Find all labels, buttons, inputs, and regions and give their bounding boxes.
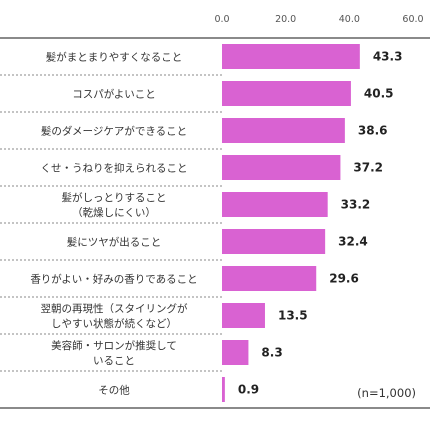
value-label: 13.5	[278, 309, 308, 323]
x-tick-label: 40.0	[339, 14, 360, 25]
x-tick-label: 60.0	[402, 14, 423, 25]
bar	[222, 266, 317, 291]
category-label-line: コスパがよいこと	[72, 88, 155, 101]
category-label-line: 髪がまとまりやすくなること	[46, 51, 183, 64]
category-label-line: 香りがよい・好みの香りであること	[30, 273, 197, 286]
bar	[222, 192, 328, 217]
category-label: 髪がまとまりやすくなること	[46, 51, 183, 64]
bar	[222, 340, 249, 365]
bar	[222, 155, 341, 180]
bar	[222, 81, 351, 106]
chart-rows: 髪がまとまりやすくなること 43.3 コスパがよいこと 40.5 髪のダメージケアができ…	[0, 44, 402, 402]
value-label: 29.6	[329, 272, 359, 286]
category-label: 美容師・サロンが推奨していること	[51, 339, 177, 367]
category-label-line: くせ・うねりを抑えられること	[41, 162, 188, 175]
category-label-line: 髪のダメージケアができること	[41, 125, 187, 138]
category-label: 髪がしっとりすること （乾燥しにくい）	[62, 191, 167, 219]
bar	[222, 303, 265, 328]
category-label-line: 美容師・サロンが推奨して	[51, 339, 177, 352]
bar	[222, 44, 360, 69]
category-label: その他	[98, 384, 130, 397]
value-label: 8.3	[261, 346, 282, 360]
category-label-line: 翌朝の再現性（スタイリングが	[41, 302, 188, 315]
sample-size-note: (n=1,000)	[357, 386, 416, 400]
value-label: 38.6	[358, 124, 388, 138]
category-label-line: 髪がしっとりすること	[62, 191, 167, 204]
value-label: 32.4	[338, 235, 368, 249]
bar	[222, 377, 225, 402]
value-label: 43.3	[373, 50, 403, 64]
x-axis-ticks: 0.0 20.0 40.0 60.0	[214, 14, 423, 25]
category-label: 翌朝の再現性（スタイリングがしやすい状態が続くなど）	[41, 302, 188, 330]
category-label-line: その他	[98, 384, 130, 397]
category-label-line: しやすい状態が続くなど）	[51, 317, 177, 330]
x-tick-label: 20.0	[275, 14, 296, 25]
value-label: 0.9	[238, 383, 259, 397]
bar	[222, 229, 326, 254]
category-label: コスパがよいこと	[72, 88, 155, 101]
category-label-line: 髪にツヤが出ること	[67, 236, 162, 249]
category-label: 香りがよい・好みの香りであること	[30, 273, 197, 286]
value-label: 37.2	[353, 161, 383, 175]
category-label: 髪のダメージケアができること	[41, 125, 187, 138]
category-label: くせ・うねりを抑えられること	[41, 162, 188, 175]
category-label-line: （乾燥しにくい）	[72, 206, 156, 219]
bar	[222, 118, 345, 143]
category-label-line: いること	[93, 355, 135, 367]
category-label: 髪にツヤが出ること	[67, 236, 162, 249]
x-tick-label: 0.0	[214, 14, 229, 25]
value-label: 33.2	[341, 198, 371, 212]
value-label: 40.5	[364, 87, 394, 101]
